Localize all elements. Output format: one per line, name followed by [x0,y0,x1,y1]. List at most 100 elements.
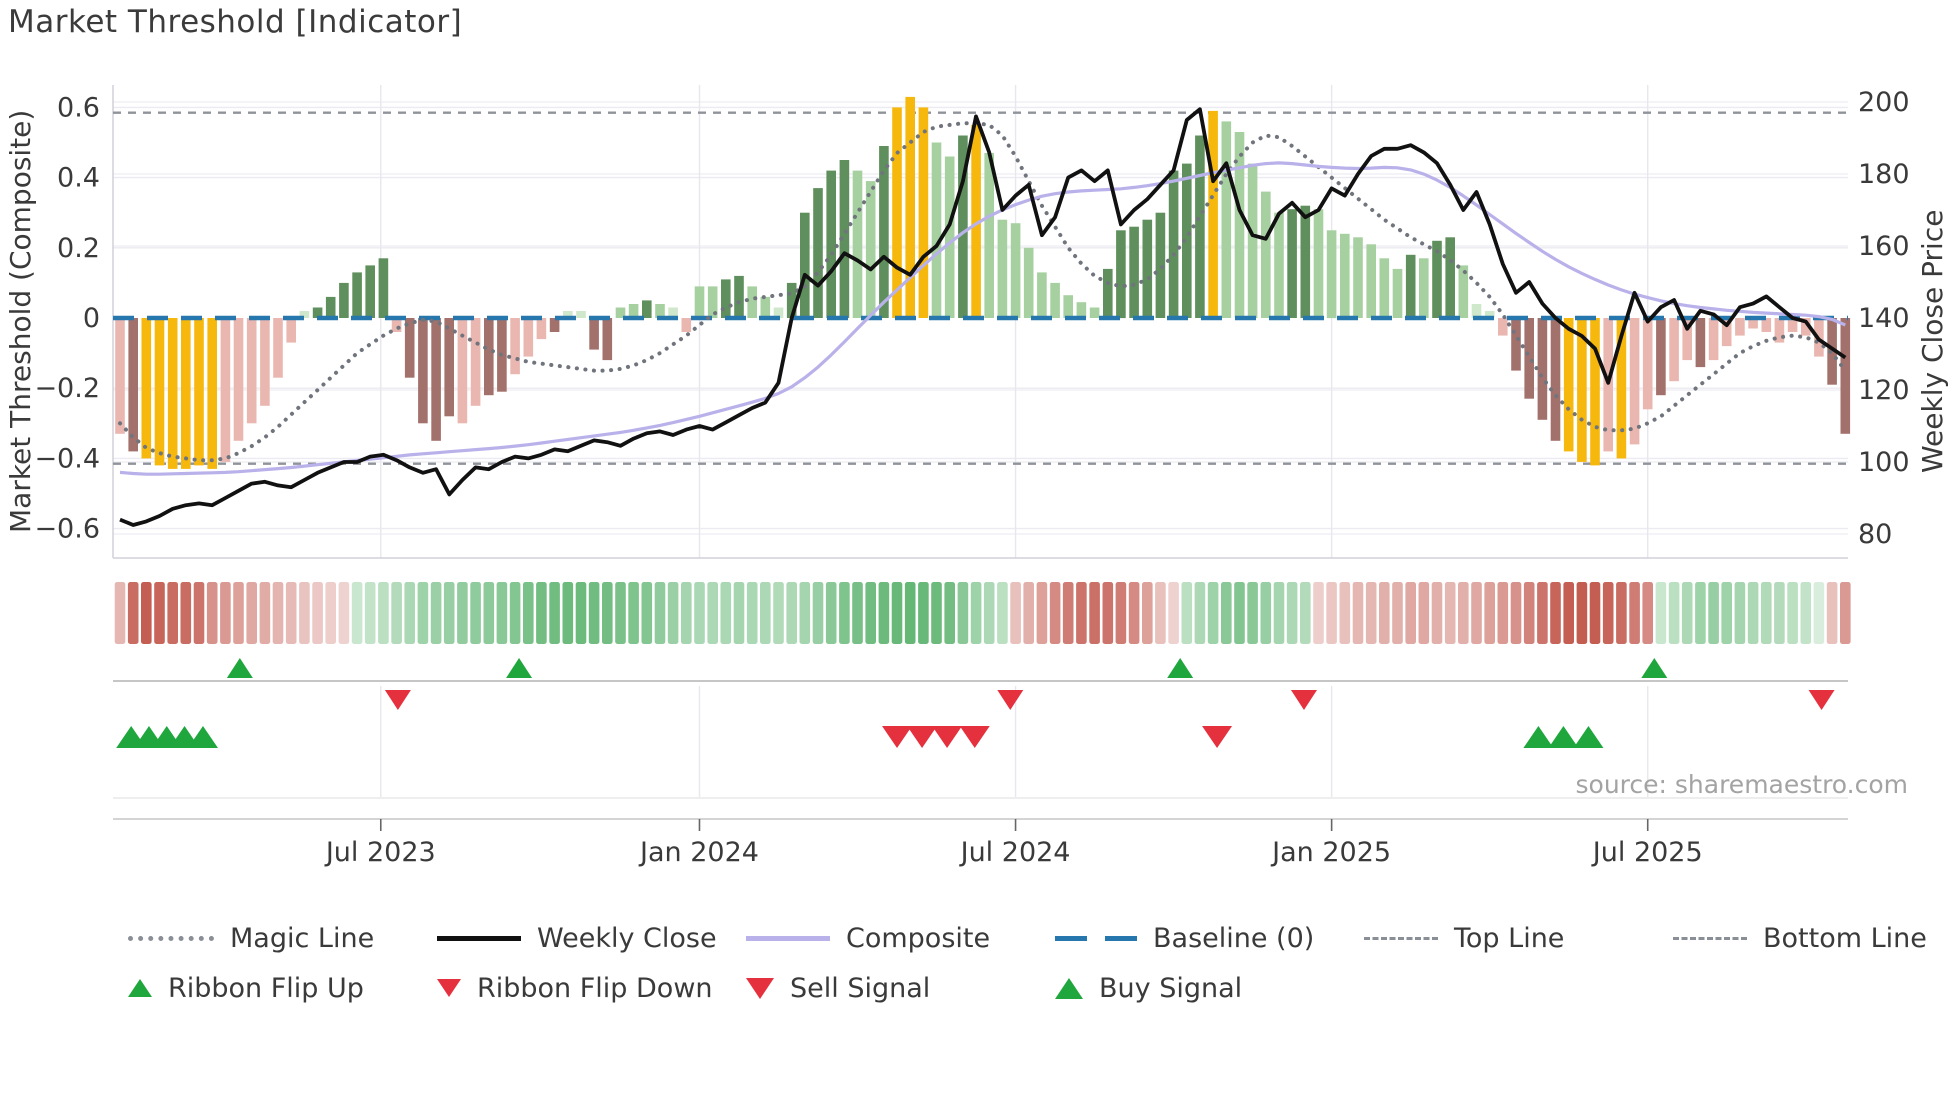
ribbon-cell [417,582,429,644]
threshold-bar [1208,110,1218,319]
threshold-bar [1642,318,1653,410]
threshold-bar [484,318,494,396]
threshold-bar [167,318,178,469]
threshold-bar [1748,318,1758,329]
ribbon-cell [483,582,495,644]
sell-signal-marker [932,726,963,748]
threshold-bar [1498,318,1508,336]
threshold-bar [931,142,942,318]
threshold-bar [115,318,125,434]
threshold-bar [1735,318,1745,336]
ribbon-cell [852,582,863,644]
threshold-bar [1182,163,1192,318]
buy-signal-marker [187,726,218,748]
threshold-bar [1787,318,1798,332]
ribbon-cell [338,582,350,644]
threshold-bar [642,300,652,318]
legend-label: Composite [846,922,991,954]
threshold-bar [1379,258,1390,318]
ribbon-cell [457,582,468,644]
ribbon-cell [786,582,797,644]
ribbon-cell [957,582,969,644]
ribbon-cell [562,582,574,644]
threshold-bar [404,318,415,378]
ribbon-cell [1207,582,1219,644]
threshold-bar [984,153,994,318]
ribbon-cell [1247,582,1258,644]
threshold-bar [233,318,244,441]
threshold-bar [786,282,797,318]
ribbon-cell [983,582,995,644]
triangle-down-icon [746,977,774,999]
threshold-bar [220,318,231,462]
buy-signal-marker [1573,726,1604,748]
page-title: Market Threshold [Indicator] [8,4,463,40]
legend-label: Magic Line [230,922,375,954]
threshold-bar [1590,318,1600,466]
threshold-bar [444,318,454,417]
left-tick-label: 0.2 [57,233,100,264]
ribbon-cell [259,582,271,644]
ribbon-cell [1747,582,1759,644]
ribbon-cell [141,582,152,644]
left-tick-label: −0.4 [34,443,100,474]
threshold-bar [1274,212,1284,318]
threshold-bar [865,181,876,318]
ribbon-cell [1023,582,1034,644]
ribbon-cell [364,582,376,644]
ribbon-cell [536,582,547,644]
threshold-bar [154,318,165,466]
ribbon-cell [773,582,784,644]
ribbon-cell [1655,582,1667,644]
ribbon-cell [1221,582,1232,644]
ribbon-cell [1300,582,1311,644]
threshold-bar [339,282,349,318]
threshold-bar [1155,212,1166,318]
threshold-bar [325,296,336,318]
ribbon-cell [1616,582,1627,644]
ribbon-cell [1168,582,1179,644]
ribbon-cell [1181,582,1193,644]
ribbon-cell [1721,582,1732,644]
legend-label: Buy Signal [1099,972,1243,1004]
triangle-up-icon [128,979,152,997]
ribbon-cell [1761,582,1772,644]
threshold-bar [563,311,573,318]
legend-item-sell-signal: Sell Signal [746,968,1055,1008]
ribbon-cell [470,582,481,644]
threshold-bar [1524,318,1534,399]
ribbon-cell [681,582,692,644]
threshold-bar [1695,318,1706,368]
source-note: source: sharemaestro.com [1575,770,1909,799]
ribbon-cell [246,582,257,644]
ribbon-flip-up-marker [1641,658,1668,678]
threshold-bar [1563,318,1574,452]
ribbon-cell [272,582,284,644]
right-tick-label: 140 [1858,303,1910,334]
right-axis-title: Weekly Close Price [1916,210,1949,473]
ribbon-cell [1102,582,1114,644]
legend-label: Bottom Line [1763,922,1927,954]
threshold-bar [734,275,744,318]
ribbon-cell [839,582,850,644]
threshold-bar [1708,318,1719,361]
threshold-bar [668,307,678,318]
buy-signal-marker [1548,726,1579,748]
threshold-bar [260,318,270,406]
ribbon-cell [193,582,205,644]
ribbon-cell [1260,582,1272,644]
ribbon-cell [812,582,824,644]
right-tick-label: 200 [1858,87,1910,118]
ribbon-cell [1642,582,1653,644]
magic-line-swatch-icon [128,935,214,941]
threshold-bar [273,318,283,378]
ribbon-cell [285,582,297,644]
threshold-bar [1471,304,1482,318]
ribbon-cell [1036,582,1048,644]
threshold-bar [1234,132,1245,318]
threshold-bar [997,219,1008,318]
threshold-bar [879,146,889,318]
ribbon-cell [1787,582,1798,644]
threshold-bar [1656,318,1666,396]
ribbon-cell [1339,582,1351,644]
